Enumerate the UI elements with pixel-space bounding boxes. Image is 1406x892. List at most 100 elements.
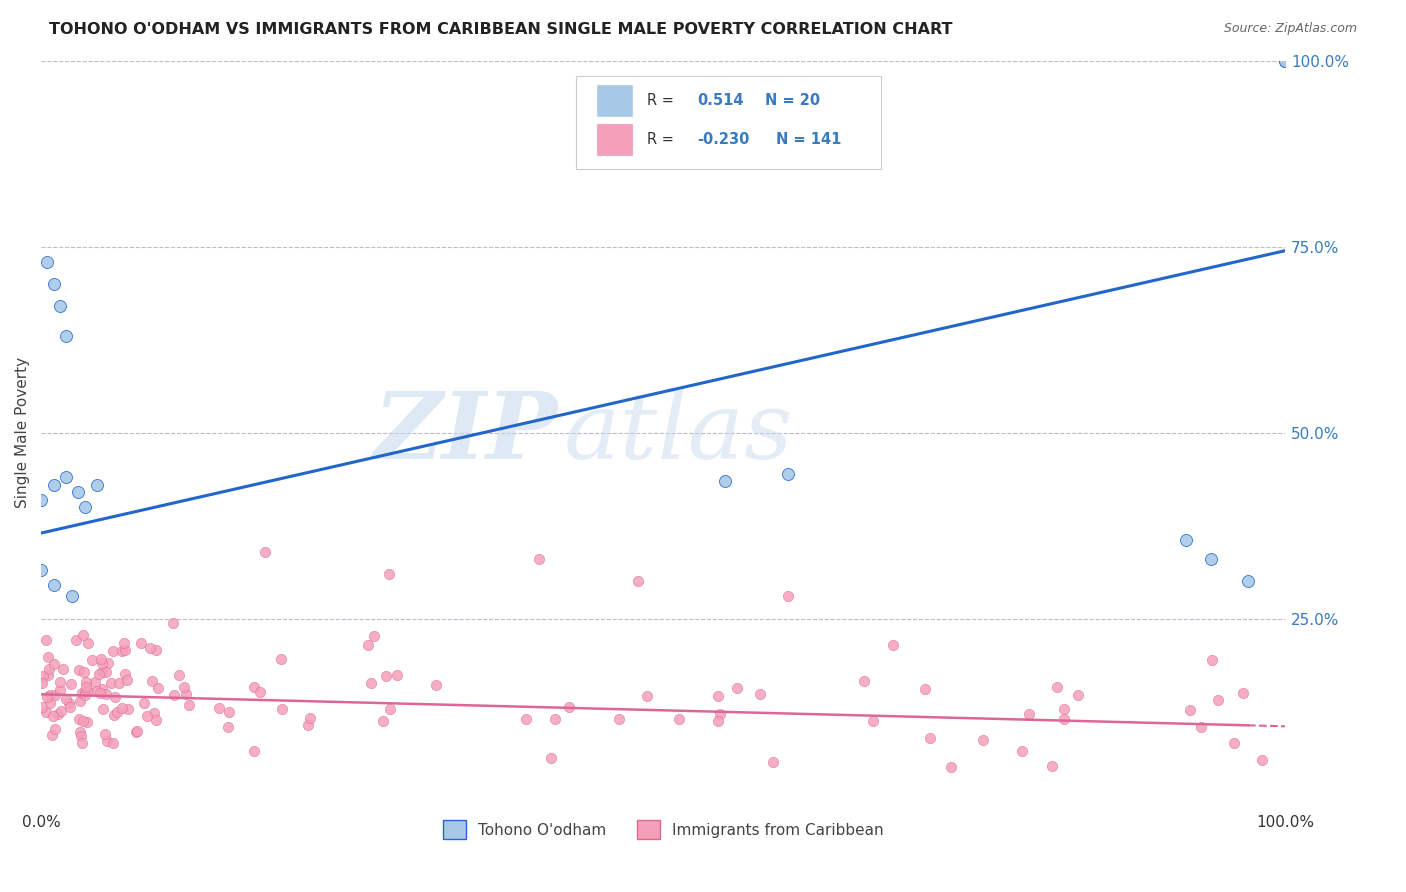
Point bbox=[31, 675, 53, 690]
Point bbox=[59, 700, 82, 714]
Point bbox=[270, 652, 292, 666]
Point bbox=[1237, 574, 1260, 589]
Point bbox=[271, 701, 294, 715]
Point bbox=[714, 474, 737, 488]
Point bbox=[297, 717, 319, 731]
Point bbox=[129, 636, 152, 650]
Point bbox=[853, 674, 876, 689]
Point bbox=[1274, 54, 1296, 69]
Point bbox=[30, 492, 52, 507]
Point bbox=[1201, 652, 1223, 666]
Point bbox=[527, 552, 550, 566]
Point bbox=[72, 736, 94, 750]
Point bbox=[544, 712, 567, 726]
Point bbox=[51, 704, 73, 718]
Point bbox=[97, 656, 120, 670]
Point bbox=[776, 467, 799, 481]
Point bbox=[637, 689, 659, 703]
Bar bbox=[598, 85, 633, 116]
Point bbox=[385, 668, 408, 682]
Point bbox=[103, 644, 125, 658]
Point bbox=[112, 636, 135, 650]
Point bbox=[58, 696, 80, 710]
Point bbox=[42, 477, 65, 491]
Point bbox=[749, 687, 772, 701]
Point bbox=[163, 688, 186, 702]
Point bbox=[298, 710, 321, 724]
Point bbox=[139, 640, 162, 655]
Point bbox=[1223, 736, 1246, 750]
Point bbox=[73, 665, 96, 679]
Point bbox=[96, 665, 118, 679]
Point bbox=[1053, 712, 1076, 726]
Point bbox=[73, 500, 96, 514]
Point bbox=[242, 744, 264, 758]
Point bbox=[145, 713, 167, 727]
Point bbox=[67, 712, 90, 726]
Point bbox=[83, 675, 105, 690]
Point bbox=[357, 638, 380, 652]
Point bbox=[93, 702, 115, 716]
Y-axis label: Single Male Poverty: Single Male Poverty bbox=[15, 357, 30, 508]
Point bbox=[1189, 719, 1212, 733]
Point bbox=[776, 589, 799, 603]
Point bbox=[42, 657, 65, 672]
Point bbox=[77, 683, 100, 698]
Point bbox=[107, 675, 129, 690]
Point bbox=[167, 668, 190, 682]
Point bbox=[111, 700, 134, 714]
Point bbox=[104, 690, 127, 705]
Point bbox=[37, 667, 59, 681]
Point bbox=[218, 705, 240, 719]
Point bbox=[173, 681, 195, 695]
Point bbox=[1199, 552, 1222, 566]
Point bbox=[162, 616, 184, 631]
Point bbox=[75, 675, 97, 690]
Point bbox=[1178, 703, 1201, 717]
Point bbox=[42, 709, 65, 723]
Point bbox=[101, 736, 124, 750]
Point bbox=[49, 682, 72, 697]
Point bbox=[114, 667, 136, 681]
Point bbox=[35, 690, 58, 704]
Point bbox=[1053, 702, 1076, 716]
Point bbox=[72, 714, 94, 728]
Point bbox=[374, 669, 396, 683]
Point bbox=[939, 760, 962, 774]
Point bbox=[44, 723, 66, 737]
Point bbox=[254, 544, 277, 558]
Point bbox=[972, 732, 994, 747]
Point bbox=[69, 724, 91, 739]
Point bbox=[96, 733, 118, 747]
Point bbox=[146, 681, 169, 695]
Point bbox=[1174, 533, 1197, 548]
Text: atlas: atlas bbox=[564, 388, 793, 478]
Point bbox=[105, 705, 128, 719]
Point bbox=[371, 714, 394, 728]
Point bbox=[39, 696, 62, 710]
Point bbox=[89, 686, 111, 700]
Point bbox=[30, 563, 52, 577]
Point bbox=[49, 299, 72, 313]
Text: N = 141: N = 141 bbox=[776, 132, 842, 146]
Point bbox=[145, 642, 167, 657]
Point bbox=[35, 632, 58, 647]
Point bbox=[80, 653, 103, 667]
Point bbox=[55, 470, 77, 484]
Point bbox=[540, 750, 562, 764]
Text: R =: R = bbox=[647, 132, 679, 146]
Point bbox=[38, 661, 60, 675]
Point bbox=[607, 712, 630, 726]
Point bbox=[86, 683, 108, 698]
Point bbox=[35, 705, 58, 719]
Point bbox=[249, 685, 271, 699]
Point bbox=[42, 277, 65, 291]
Point bbox=[242, 680, 264, 694]
Point bbox=[41, 728, 63, 742]
Point bbox=[208, 701, 231, 715]
Point bbox=[725, 681, 748, 695]
Point bbox=[380, 702, 402, 716]
Point bbox=[707, 689, 730, 703]
Point bbox=[135, 709, 157, 723]
Point bbox=[67, 485, 90, 500]
